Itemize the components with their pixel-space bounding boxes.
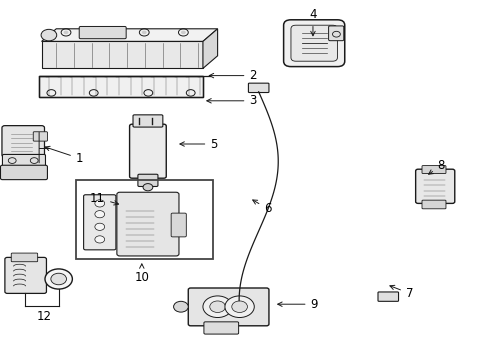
Circle shape	[45, 269, 72, 289]
FancyBboxPatch shape	[328, 26, 343, 41]
Circle shape	[203, 296, 232, 318]
FancyBboxPatch shape	[415, 169, 454, 203]
Bar	[76, 180, 212, 259]
FancyBboxPatch shape	[138, 174, 158, 186]
FancyBboxPatch shape	[2, 126, 44, 157]
Circle shape	[231, 301, 247, 312]
FancyBboxPatch shape	[171, 213, 186, 237]
Text: 6: 6	[252, 200, 271, 215]
FancyBboxPatch shape	[117, 192, 179, 256]
Circle shape	[142, 31, 146, 34]
Circle shape	[102, 31, 107, 34]
FancyBboxPatch shape	[5, 257, 46, 293]
FancyBboxPatch shape	[203, 322, 238, 334]
Circle shape	[41, 30, 57, 41]
FancyBboxPatch shape	[0, 165, 47, 180]
Polygon shape	[41, 29, 217, 41]
FancyBboxPatch shape	[188, 288, 268, 326]
FancyBboxPatch shape	[129, 124, 166, 178]
Text: 12: 12	[37, 310, 51, 323]
FancyBboxPatch shape	[33, 132, 47, 141]
FancyBboxPatch shape	[133, 115, 163, 127]
FancyBboxPatch shape	[421, 166, 445, 174]
Circle shape	[173, 301, 188, 312]
Text: 4: 4	[308, 8, 316, 36]
Text: 8: 8	[428, 159, 444, 174]
Text: 2: 2	[209, 69, 256, 82]
Circle shape	[95, 236, 104, 243]
FancyBboxPatch shape	[421, 200, 445, 209]
Circle shape	[209, 301, 225, 312]
Circle shape	[95, 223, 104, 230]
Circle shape	[51, 273, 66, 285]
FancyBboxPatch shape	[2, 154, 45, 167]
FancyBboxPatch shape	[283, 20, 344, 67]
Text: 9: 9	[277, 298, 317, 311]
Text: 1: 1	[45, 146, 83, 165]
FancyBboxPatch shape	[83, 195, 116, 250]
Circle shape	[143, 184, 152, 191]
Polygon shape	[39, 76, 203, 97]
Circle shape	[95, 211, 104, 218]
FancyBboxPatch shape	[290, 25, 337, 61]
Text: 11: 11	[90, 192, 118, 205]
Polygon shape	[203, 29, 217, 68]
Circle shape	[63, 31, 68, 34]
FancyBboxPatch shape	[11, 253, 38, 262]
Circle shape	[181, 31, 185, 34]
Text: 3: 3	[206, 94, 256, 107]
Text: 5: 5	[180, 138, 217, 150]
FancyBboxPatch shape	[248, 83, 268, 93]
Circle shape	[95, 200, 104, 207]
Circle shape	[224, 296, 254, 318]
Polygon shape	[41, 41, 203, 68]
Bar	[39, 76, 203, 97]
Text: 10: 10	[134, 264, 149, 284]
FancyBboxPatch shape	[79, 26, 126, 39]
Text: 7: 7	[389, 285, 412, 300]
FancyBboxPatch shape	[377, 292, 398, 301]
